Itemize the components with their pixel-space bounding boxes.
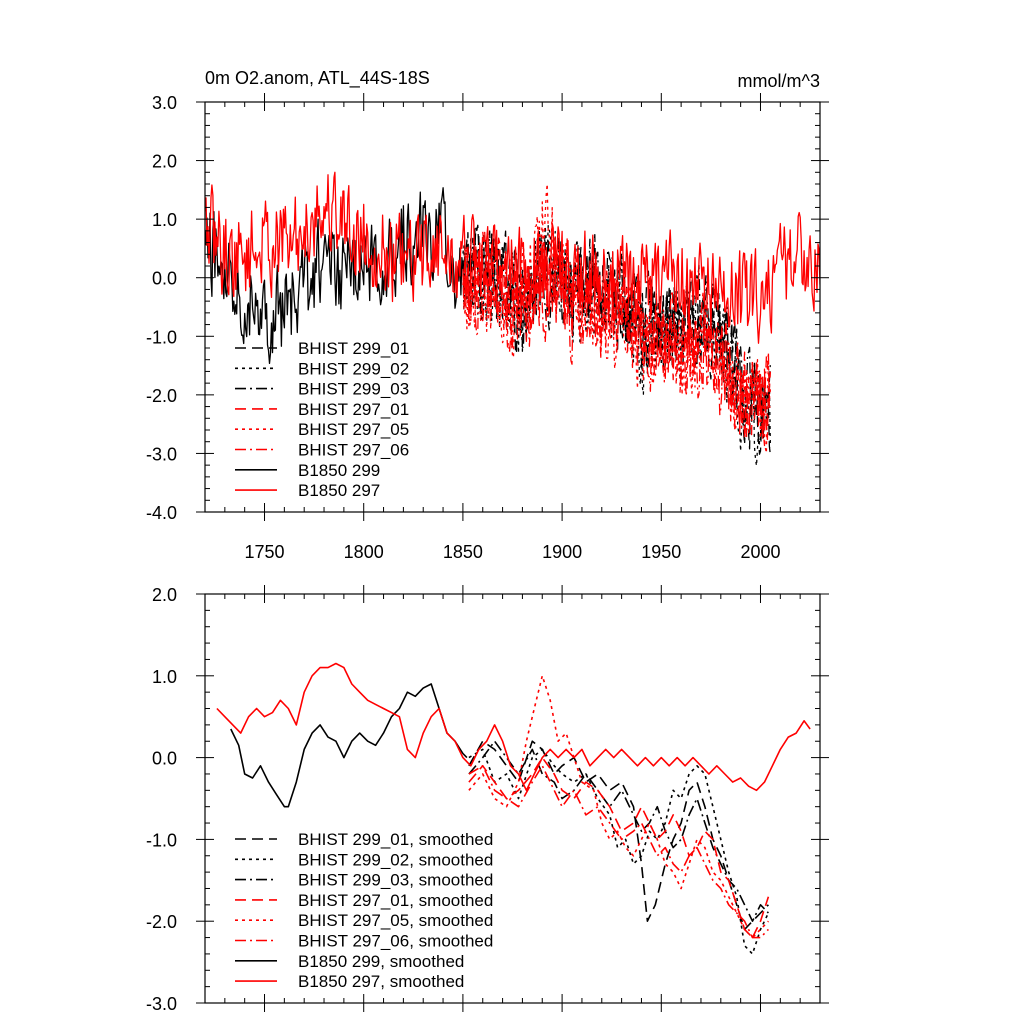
top-y-tick-label: 1.0: [152, 210, 177, 230]
top-chart-units: mmol/m^3: [738, 71, 820, 91]
top-series-group: [205, 171, 820, 467]
top-series-line-5: [462, 183, 772, 454]
bot-series-line-6: [468, 765, 769, 939]
top-plot-area: [205, 171, 820, 467]
bottom-axes: -3.0 -2.0 -1.0 0.0 1.0 2.0: [146, 585, 829, 1014]
top-axes: 1750 1800 1850 1900 1950 2000 -4.0 -3.0 -2.0 -1.0…: [146, 93, 829, 562]
bot-y-tick-label: 0.0: [152, 749, 177, 769]
bot-series-line-2: [468, 748, 770, 955]
top-chart-panel: 0m O2.anom, ATL_44S-18S mmol/m^3 1750 180…: [146, 68, 829, 562]
top-legend-label-4: BHIST 297_01: [298, 400, 409, 419]
top-series-line-8: [205, 171, 820, 344]
top-x-tick-label: 1900: [542, 542, 582, 562]
top-legend-label-1: BHIST 299_01: [298, 339, 409, 358]
bot-y-tick-label: -1.0: [146, 830, 177, 850]
top-x-tick-label: 1850: [443, 542, 483, 562]
top-x-tick-label: 1800: [344, 542, 384, 562]
bot-y-tick-label: 1.0: [152, 667, 177, 687]
bot-series-line-8: [216, 662, 811, 792]
bottom-plot-area: [216, 662, 811, 955]
top-y-tick-label: 2.0: [152, 152, 177, 172]
bot-series-line-1: [468, 740, 769, 931]
bot-legend-label-6: BHIST 297_06, smoothed: [298, 932, 493, 951]
top-y-tick-label: -4.0: [146, 503, 177, 523]
top-x-tick-label: 1750: [244, 542, 284, 562]
top-y-tick-label: 0.0: [152, 269, 177, 289]
bot-y-tick-label: -2.0: [146, 912, 177, 932]
top-y-tick-label: -2.0: [146, 386, 177, 406]
top-y-tick-label: -1.0: [146, 327, 177, 347]
top-series-line-6: [462, 242, 772, 447]
bot-legend-label-2: BHIST 299_02, smoothed: [298, 850, 493, 869]
bot-legend-label-1: BHIST 299_01, smoothed: [298, 830, 493, 849]
top-y-tick-label: -3.0: [146, 444, 177, 464]
top-legend-label-7: B1850 299: [298, 461, 380, 480]
bot-series-line-3: [468, 740, 769, 922]
bot-legend-label-8: B1850 297, smoothed: [298, 972, 464, 991]
top-series-line-3: [462, 227, 772, 445]
bot-legend-label-5: BHIST 297_05, smoothed: [298, 911, 493, 930]
bot-legend-label-3: BHIST 299_03, smoothed: [298, 871, 493, 890]
bot-plot-frame: [204, 593, 821, 1004]
top-legend-label-2: BHIST 299_02: [298, 359, 409, 378]
bot-series-line-7: [230, 683, 468, 808]
top-x-tick-label: 1950: [641, 542, 681, 562]
top-legend-label-3: BHIST 299_03: [298, 380, 409, 399]
bot-series-group: [216, 662, 811, 955]
top-legend-label-6: BHIST 297_06: [298, 441, 409, 460]
top-plot-frame: [204, 101, 821, 513]
bot-y-tick-label: 2.0: [152, 585, 177, 605]
top-legend-label-5: BHIST 297_05: [298, 420, 409, 439]
bot-y-tick-label: -3.0: [146, 994, 177, 1014]
top-series-line-7: [205, 187, 464, 365]
top-y-tick-label: 3.0: [152, 93, 177, 113]
bottom-chart-panel: -3.0 -2.0 -1.0 0.0 1.0 2.0 BHIST 299_01, smoo…: [146, 585, 829, 1014]
bot-series-line-4: [468, 756, 770, 939]
top-legend-label-8: B1850 297: [298, 481, 380, 500]
bot-legend-label-7: B1850 299, smoothed: [298, 952, 464, 971]
top-chart-title: 0m O2.anom, ATL_44S-18S: [205, 68, 430, 89]
bot-legend-label-4: BHIST 297_01, smoothed: [298, 891, 493, 910]
top-x-tick-label: 2000: [740, 542, 780, 562]
